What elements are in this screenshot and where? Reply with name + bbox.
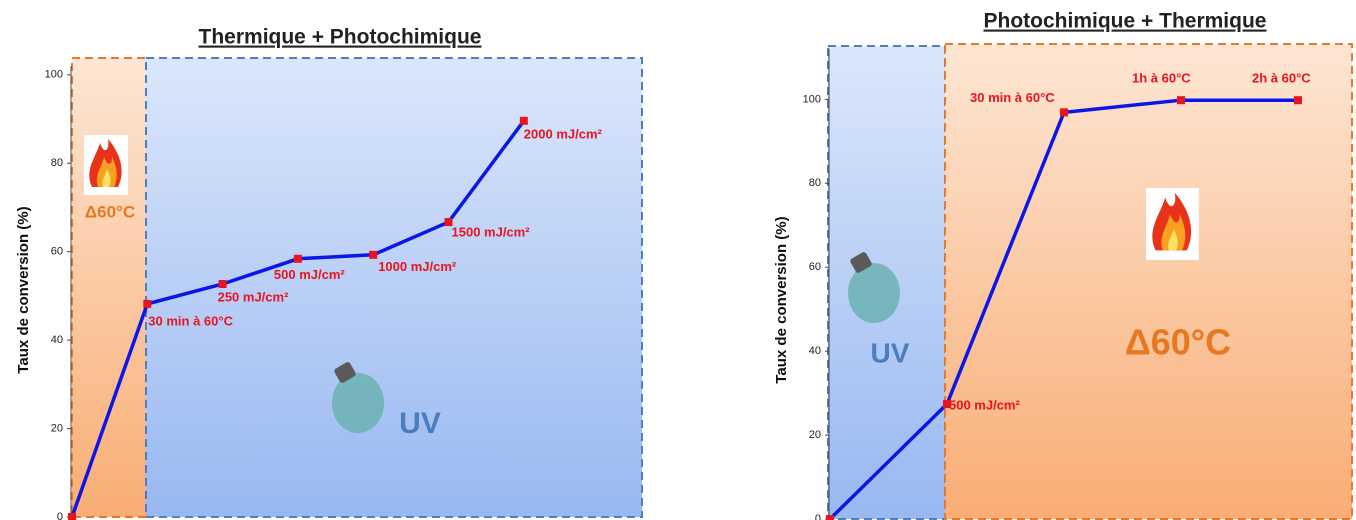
y-tick-label: 40 bbox=[51, 334, 63, 346]
region bbox=[71, 57, 147, 518]
flame-icon bbox=[84, 135, 128, 195]
point-marker bbox=[1177, 96, 1185, 105]
point-marker bbox=[444, 218, 453, 227]
chart-title: Thermique + Photochimique bbox=[199, 26, 482, 49]
point-marker bbox=[68, 513, 76, 520]
point-label: 30 min à 60°C bbox=[970, 90, 1055, 105]
region bbox=[944, 43, 1353, 520]
point-marker bbox=[519, 116, 528, 125]
point-marker bbox=[293, 254, 302, 263]
y-tick-label: 100 bbox=[45, 69, 63, 81]
y-tick-label: 80 bbox=[809, 177, 821, 189]
point-label: 500 mJ/cm² bbox=[274, 267, 345, 282]
point-marker bbox=[943, 400, 951, 409]
point-label: 2000 mJ/cm² bbox=[524, 126, 603, 141]
point-label: 30 min à 60°C bbox=[148, 313, 233, 328]
y-axis-label: Taux de conversion (%) bbox=[15, 206, 32, 373]
y-tick-label: 20 bbox=[809, 429, 821, 441]
region-label: UV bbox=[871, 337, 910, 368]
point-marker bbox=[143, 299, 152, 308]
region-label: Δ60°C bbox=[1125, 322, 1231, 363]
point-marker bbox=[1294, 96, 1302, 105]
flame-icon bbox=[1146, 188, 1199, 260]
point-marker bbox=[1060, 108, 1068, 117]
region bbox=[145, 57, 643, 518]
y-tick-label: 60 bbox=[51, 246, 63, 258]
point-marker bbox=[369, 250, 378, 259]
y-tick-label: 0 bbox=[57, 511, 63, 520]
point-label: 500 mJ/cm² bbox=[949, 397, 1020, 412]
point-label: 1000 mJ/cm² bbox=[378, 259, 457, 274]
point-marker bbox=[826, 515, 834, 520]
point-marker bbox=[218, 279, 227, 288]
y-tick-label: 40 bbox=[809, 345, 821, 357]
region-label: Δ60°C bbox=[85, 202, 135, 221]
y-tick-label: 0 bbox=[815, 513, 821, 520]
point-label: 2h à 60°C bbox=[1252, 71, 1311, 86]
region-label: UV bbox=[399, 407, 441, 440]
y-tick-label: 20 bbox=[51, 422, 63, 434]
chart-title: Photochimique + Thermique bbox=[984, 10, 1267, 33]
point-label: 1h à 60°C bbox=[1132, 71, 1191, 86]
y-axis-label: Taux de conversion (%) bbox=[773, 216, 790, 383]
point-label: 250 mJ/cm² bbox=[218, 289, 289, 304]
y-tick-label: 80 bbox=[51, 157, 63, 169]
y-tick-label: 60 bbox=[809, 261, 821, 273]
point-label: 1500 mJ/cm² bbox=[452, 225, 531, 240]
y-tick-label: 100 bbox=[803, 93, 821, 105]
